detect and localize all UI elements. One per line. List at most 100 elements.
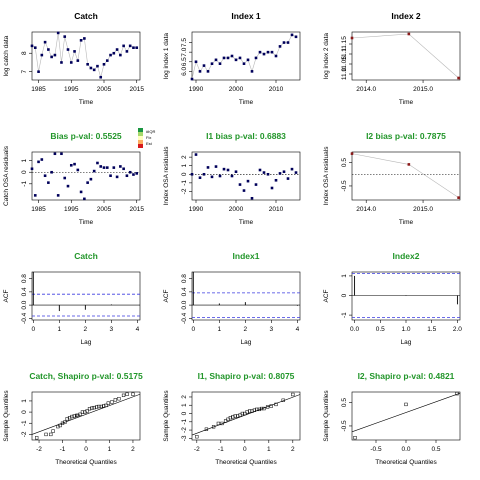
- data-point: [290, 33, 294, 37]
- data-point: [234, 58, 238, 62]
- data-point: [79, 190, 83, 194]
- data-point: [404, 402, 408, 407]
- y-tick-label: 1: [21, 158, 28, 162]
- y-tick-label: 0.8: [21, 274, 28, 283]
- x-tick-label: 3: [110, 326, 114, 333]
- index1-series-panel: Index 1 Time log index 1 data 1990 2000 2010 6…: [163, 11, 301, 106]
- y-tick-label: 0: [21, 170, 28, 174]
- y-tick-label: -0.5: [341, 420, 348, 432]
- y-axis-label: log index 1 data: [163, 33, 170, 79]
- chart-title: Index1: [233, 251, 260, 261]
- data-point: [252, 408, 257, 412]
- data-point: [83, 197, 86, 201]
- x-axis-label: Theoretical Quantiles: [375, 459, 437, 466]
- data-point: [67, 416, 72, 420]
- x-tick-label: 2014.0: [356, 86, 376, 93]
- x-axis-label: Time: [79, 99, 94, 106]
- y-axis-label: ACF: [323, 289, 330, 302]
- y-tick-label: 7.5: [181, 38, 188, 47]
- data-point: [282, 170, 286, 174]
- x-tick-label: 0.5: [376, 326, 385, 333]
- data-point: [131, 392, 135, 396]
- data-point: [125, 392, 129, 396]
- chart-title: I1 bias p-val: 0.6883: [206, 131, 286, 141]
- y-tick-label: 7.0: [181, 47, 188, 56]
- data-point: [40, 158, 44, 161]
- data-point: [262, 171, 266, 174]
- data-point: [194, 60, 198, 64]
- y-tick-label: 0.4: [21, 287, 28, 296]
- index1-osa-panel: I1 bias p-val: 0.6883 Time Index OSA resid…: [163, 131, 301, 226]
- data-point: [226, 56, 230, 60]
- data-point: [254, 183, 258, 186]
- data-point: [254, 56, 258, 60]
- data-point: [246, 58, 250, 62]
- data-point: [35, 436, 39, 440]
- data-point: [115, 48, 119, 51]
- data-point: [30, 44, 34, 48]
- data-point: [101, 404, 106, 408]
- data-point: [220, 421, 224, 426]
- y-tick-label: -0.4: [181, 312, 188, 324]
- data-point: [238, 183, 242, 186]
- data-point: [99, 404, 103, 409]
- data-point: [206, 70, 210, 73]
- y-tick-label: -2: [21, 431, 28, 437]
- data-point: [73, 50, 76, 53]
- data-point: [109, 174, 112, 178]
- x-tick-label: 2015.0: [413, 86, 433, 93]
- y-tick-label: 6.0: [181, 66, 188, 75]
- data-point: [97, 404, 101, 409]
- data-point: [122, 167, 125, 171]
- index2-series-panel: Index 2 Time log index 2 data 2014.0 2015.0 1…: [323, 11, 461, 106]
- data-point: [226, 168, 230, 172]
- data-point: [233, 414, 237, 418]
- y-axis-label: Sample Quantiles: [163, 390, 170, 442]
- data-point: [40, 53, 44, 57]
- data-point: [228, 416, 233, 420]
- x-tick-label: 4: [296, 326, 300, 333]
- data-point: [63, 420, 67, 424]
- data-point: [222, 167, 226, 171]
- data-point: [102, 166, 106, 169]
- data-point: [63, 176, 67, 180]
- data-point: [247, 409, 252, 413]
- data-point: [281, 398, 285, 402]
- data-point: [266, 50, 270, 54]
- data-point: [53, 152, 57, 156]
- data-point: [274, 178, 278, 182]
- x-tick-label: 1: [108, 446, 112, 453]
- x-tick-label: 1.0: [401, 326, 410, 333]
- data-point: [89, 66, 93, 70]
- x-axis-label: Time: [239, 99, 254, 106]
- x-tick-label: 2005: [97, 206, 112, 213]
- y-tick-label: 1: [21, 399, 28, 403]
- y-tick-label: 7: [21, 70, 28, 74]
- data-point: [50, 170, 53, 174]
- x-axis-label: Theoretical Quantiles: [55, 459, 117, 466]
- data-point: [265, 405, 270, 409]
- data-point: [121, 393, 126, 397]
- x-tick-label: 0.0: [401, 446, 410, 453]
- data-point: [135, 172, 139, 175]
- y-tick-label: 1: [341, 274, 348, 278]
- data-point: [87, 407, 92, 411]
- data-point: [210, 62, 214, 65]
- x-tick-label: 0: [191, 326, 195, 333]
- data-point: [353, 436, 357, 440]
- data-point: [274, 54, 278, 58]
- data-point: [132, 173, 135, 176]
- x-axis-label: Lag: [81, 339, 92, 346]
- data-point: [69, 164, 73, 167]
- y-axis-label: ACF: [163, 289, 170, 302]
- data-point: [250, 70, 254, 73]
- data-point: [89, 177, 93, 181]
- data-point: [198, 70, 202, 73]
- chart-title: Index2: [393, 251, 420, 261]
- data-point: [37, 160, 40, 164]
- data-point: [110, 400, 114, 404]
- data-point: [234, 170, 238, 174]
- x-tick-label: 1995: [64, 86, 79, 93]
- y-tick-label: -1: [21, 181, 28, 187]
- y-tick-label: 11.0: [341, 68, 348, 81]
